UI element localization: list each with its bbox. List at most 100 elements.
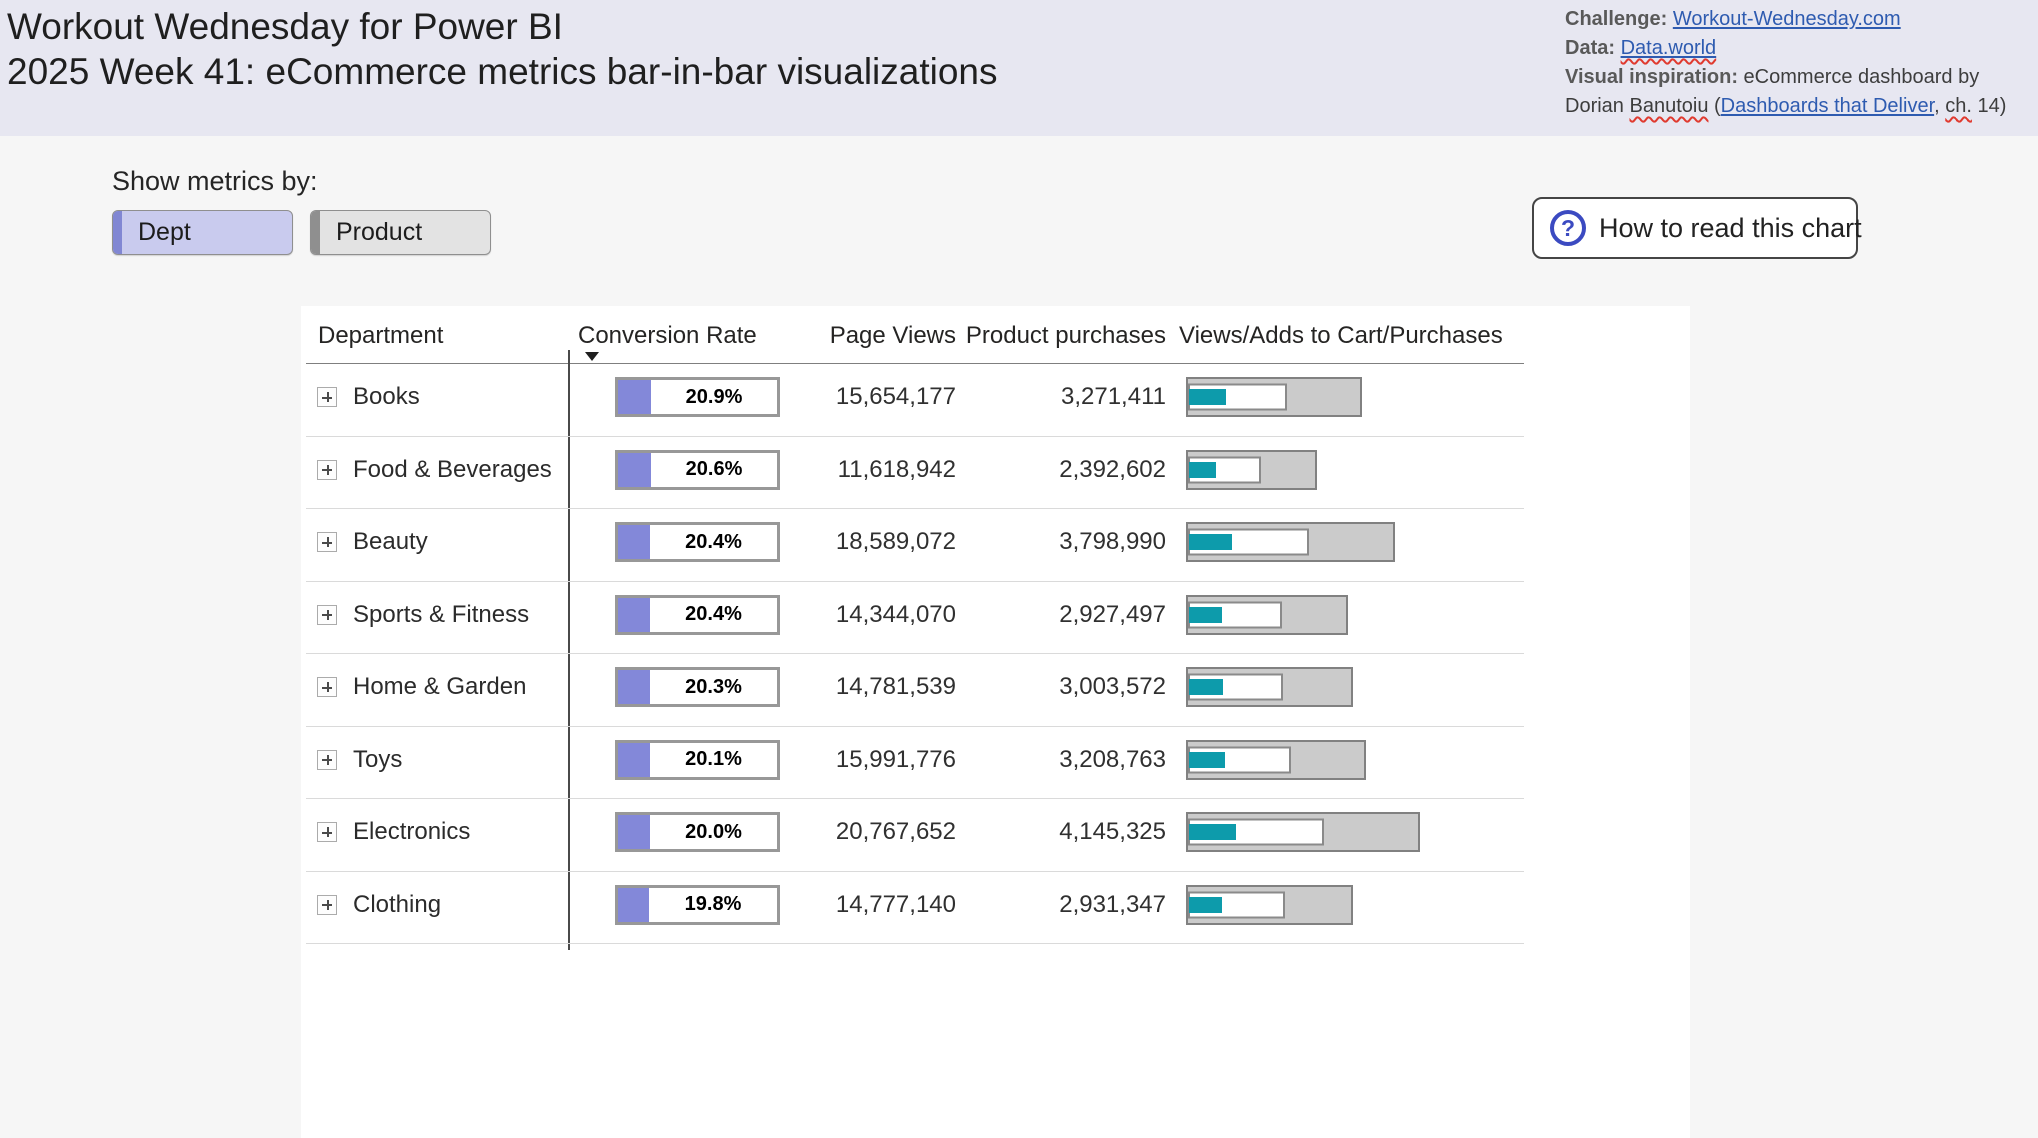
views-bar — [1186, 667, 1353, 707]
department-name: Food & Beverages — [353, 455, 552, 483]
credit-text: Banutoiu — [1629, 95, 1709, 117]
expand-row-button[interactable] — [317, 459, 337, 480]
page-views-value: 14,777,140 — [835, 890, 956, 918]
credit-line: Challenge: Workout-Wednesday.com — [1565, 5, 2035, 34]
question-circle-icon: ? — [1550, 210, 1586, 246]
expand-row-button[interactable] — [317, 894, 337, 915]
product-purchases-value: 3,208,763 — [1059, 745, 1166, 773]
table-row: Sports & Fitness 20.4% 14,344,070 2,927,… — [301, 582, 1690, 655]
purchases-bar — [1189, 461, 1216, 478]
conversion-rate-bar: 20.9% — [615, 377, 780, 417]
product-purchases-value: 2,931,347 — [1059, 890, 1166, 918]
expand-row-button[interactable] — [317, 677, 337, 697]
views-bar — [1186, 812, 1420, 852]
table-row: Toys 20.1% 15,991,776 3,208,763 — [301, 727, 1690, 800]
how-to-read-label: How to read this chart — [1599, 212, 1862, 243]
selected-stripe — [113, 211, 122, 254]
table-row: Clothing 19.8% 14,777,140 2,931,347 — [301, 872, 1690, 945]
views-adds-purchases-bar — [1186, 884, 1353, 925]
product-purchases-value: 2,927,497 — [1059, 600, 1166, 628]
spellcheck-underline: Data.world — [1621, 37, 1717, 59]
adds-to-cart-bar — [1188, 456, 1261, 483]
expand-row-button[interactable] — [317, 604, 337, 625]
conversion-rate-label: 20.0% — [685, 820, 742, 843]
department-name: Home & Garden — [353, 673, 527, 700]
department-name: Clothing — [353, 890, 442, 918]
conversion-rate-label: 20.4% — [685, 530, 742, 553]
purchases-bar — [1189, 679, 1223, 695]
department-name: Toys — [353, 745, 403, 773]
page-views-value: 14,344,070 — [835, 600, 956, 628]
column-header-department[interactable]: Department — [318, 322, 444, 349]
page-views-value: 20,767,652 — [835, 818, 956, 845]
purchases-bar — [1189, 824, 1236, 840]
credit-text: ch. — [1945, 95, 1972, 117]
expand-row-button[interactable] — [317, 532, 337, 552]
expand-row-button[interactable] — [317, 749, 337, 770]
table-row: Electronics 20.0% 20,767,652 4,145,325 — [301, 799, 1690, 872]
purchases-bar — [1189, 389, 1226, 405]
metric-button-label: Product — [336, 218, 423, 246]
credit-text: , — [1934, 95, 1946, 117]
conversion-rate-bar: 20.4% — [615, 594, 780, 635]
views-bar — [1186, 594, 1348, 635]
metric-button-dept[interactable]: Dept — [112, 210, 293, 255]
conversion-rate-fill — [618, 887, 649, 922]
department-name: Electronics — [353, 818, 471, 845]
column-header-page-views[interactable]: Page Views — [829, 322, 956, 349]
credit-label: Data: — [1565, 37, 1616, 59]
page-views-value: 11,618,942 — [837, 455, 956, 483]
conversion-rate-bar: 20.6% — [615, 449, 780, 490]
product-purchases-value: 2,392,602 — [1059, 455, 1166, 483]
column-header-conversion-rate[interactable]: Conversion Rate — [578, 322, 757, 349]
purchases-bar — [1189, 534, 1232, 550]
column-header-product-purchases[interactable]: Product purchases — [965, 322, 1166, 349]
views-bar — [1186, 522, 1395, 562]
credit-text: eCommerce dashboard by Dorian — [1565, 66, 1980, 117]
credit-text: ( — [1708, 95, 1721, 117]
views-bar — [1186, 884, 1353, 925]
report-header-band: Workout Wednesday for Power BI 2025 Week… — [0, 0, 2038, 136]
views-adds-purchases-bar — [1186, 667, 1353, 707]
metrics-table: Department Conversion Rate Page Views Pr… — [301, 306, 1690, 1138]
conversion-rate-label: 20.3% — [685, 675, 742, 698]
table-row: Food & Beverages 20.6% 11,618,942 2,392,… — [301, 437, 1690, 510]
views-bar — [1186, 449, 1317, 490]
page-views-value: 14,781,539 — [835, 673, 956, 700]
table-row: Books 20.9% 15,654,177 3,271,411 — [301, 364, 1690, 437]
conversion-rate-label: 20.4% — [685, 603, 742, 625]
credit-label: Visual inspiration: — [1565, 66, 1738, 88]
department-name: Sports & Fitness — [353, 600, 530, 628]
page-views-value: 18,589,072 — [835, 528, 956, 555]
expand-row-button[interactable] — [317, 822, 337, 842]
views-adds-purchases-bar — [1186, 739, 1366, 780]
conversion-rate-bar: 19.8% — [615, 884, 780, 925]
views-bar — [1186, 739, 1366, 780]
sort-descending-icon — [585, 352, 599, 361]
metric-button-product[interactable]: Product — [310, 210, 491, 255]
purchases-bar — [1189, 896, 1222, 913]
views-adds-purchases-bar — [1186, 377, 1362, 417]
page-views-value: 15,991,776 — [835, 745, 956, 773]
page-views-value: 15,654,177 — [835, 383, 956, 410]
expand-row-button[interactable] — [317, 387, 337, 407]
conversion-rate-fill — [618, 452, 651, 487]
report-titles: Workout Wednesday for Power BI 2025 Week… — [7, 4, 998, 94]
views-adds-purchases-bar — [1186, 449, 1317, 490]
credit-link[interactable]: Dashboards that Deliver — [1720, 95, 1935, 117]
table-row: Beauty 20.4% 18,589,072 3,798,990 — [301, 509, 1690, 582]
department-name: Books — [353, 383, 420, 410]
views-adds-purchases-bar — [1186, 522, 1395, 562]
column-header-views-adds-purchases[interactable]: Views/Adds to Cart/Purchases — [1179, 322, 1503, 349]
department-name: Beauty — [353, 528, 428, 555]
credit-link[interactable]: Data.world — [1620, 37, 1717, 59]
conversion-rate-label: 20.9% — [685, 385, 743, 408]
conversion-rate-fill — [618, 525, 650, 559]
credit-link[interactable]: Workout-Wednesday.com — [1672, 8, 1901, 30]
credit-label: Challenge: — [1565, 8, 1668, 30]
credit-text: 14) — [1971, 95, 2007, 117]
product-purchases-value: 4,145,325 — [1059, 818, 1166, 845]
purchases-bar — [1189, 751, 1225, 768]
how-to-read-button[interactable]: ? How to read this chart — [1532, 197, 1862, 259]
product-purchases-value: 3,798,990 — [1059, 528, 1166, 555]
